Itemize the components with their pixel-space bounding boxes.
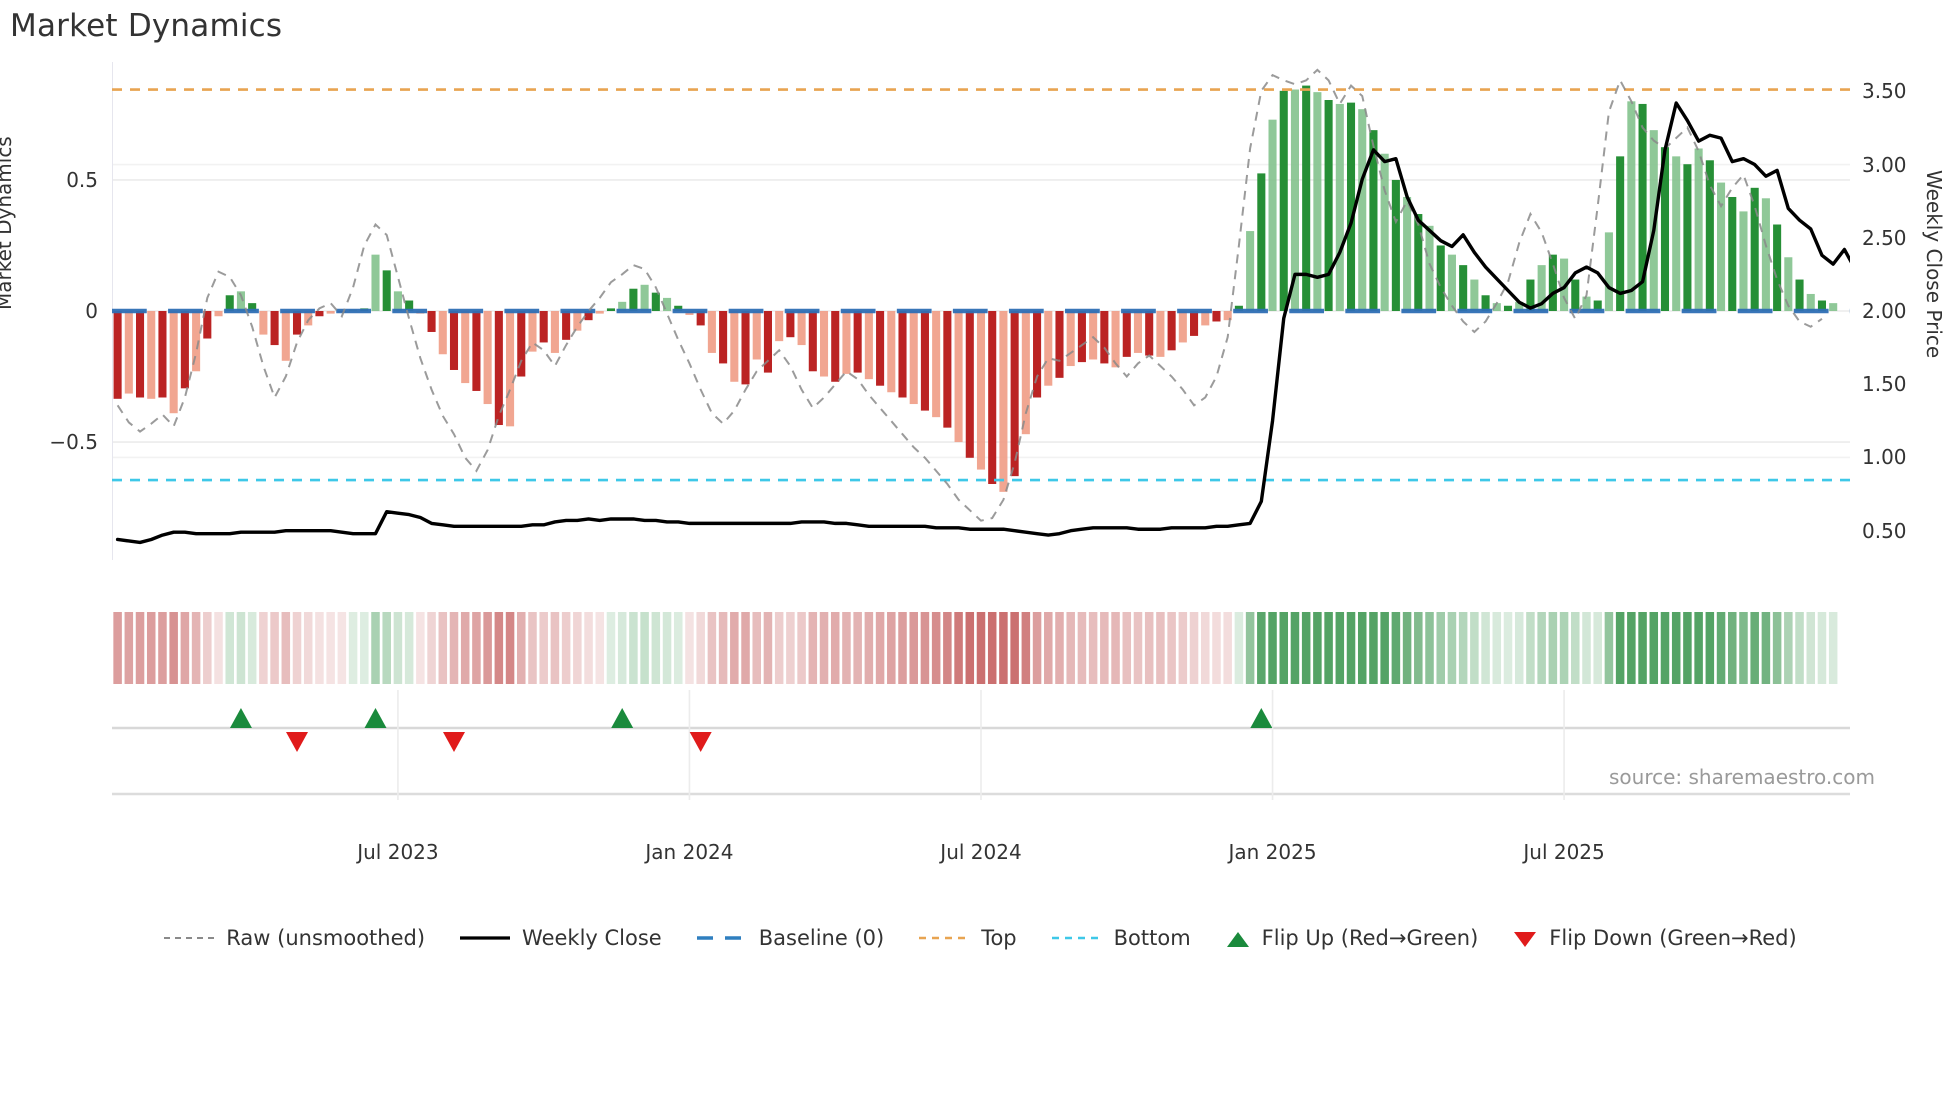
- legend-item-flip-up[interactable]: Flip Up (Red→Green): [1225, 926, 1479, 950]
- legend-label: Flip Up (Red→Green): [1261, 926, 1479, 950]
- y-axis-left-tick: 0: [85, 299, 98, 323]
- y-axis-left-tick: −0.5: [49, 430, 98, 455]
- legend-label: Bottom: [1113, 926, 1191, 950]
- chart-legend: Raw (unsmoothed) Weekly Close Baseline (…: [0, 926, 1960, 950]
- y-axis-right-tick: 2.00: [1862, 299, 1907, 323]
- legend-item-raw-unsmoothed[interactable]: Raw (unsmoothed): [163, 926, 425, 950]
- y-axis-right-tick: 1.00: [1862, 445, 1907, 470]
- legend-item-bottom[interactable]: Bottom: [1051, 926, 1191, 950]
- legend-item-flip-down[interactable]: Flip Down (Green→Red): [1512, 926, 1797, 950]
- x-axis-tick: Jul 2023: [357, 840, 439, 864]
- legend-item-weekly-close[interactable]: Weekly Close: [459, 926, 662, 950]
- source-attribution: source: sharemaestro.com: [1609, 765, 1875, 789]
- y-axis-right-tick: 3.00: [1862, 152, 1907, 177]
- flip-markers-panel: [112, 690, 1850, 800]
- x-axis-tick: Jan 2025: [1228, 840, 1317, 864]
- regime-heatmap-strip: [113, 612, 1838, 684]
- legend-label: Baseline (0): [758, 926, 885, 950]
- red-down-triangle-icon: [1512, 929, 1538, 947]
- x-axis-tick: Jul 2024: [940, 840, 1022, 864]
- y-axis-left-label: Market Dynamics: [0, 136, 16, 310]
- dashed-blue-line-icon: [696, 929, 748, 947]
- dashed-gray-line-icon: [163, 929, 215, 947]
- legend-label: Weekly Close: [522, 926, 662, 950]
- market-dynamics-chart: [112, 62, 1850, 560]
- solid-black-line-icon: [459, 929, 511, 947]
- legend-label: Raw (unsmoothed): [226, 926, 426, 950]
- y-axis-right-tick: 0.50: [1862, 518, 1907, 543]
- legend-label: Top: [981, 926, 1017, 950]
- green-up-triangle-icon: [1225, 929, 1251, 947]
- y-axis-right-label: Weekly Close Price: [1922, 170, 1946, 359]
- y-axis-left-tick: 0.5: [66, 167, 98, 192]
- legend-label: Flip Down (Green→Red): [1549, 926, 1797, 950]
- dashed-cyan-line-icon: [1051, 929, 1103, 947]
- main-plot-area: [112, 62, 1850, 560]
- legend-item-top[interactable]: Top: [918, 926, 1017, 950]
- y-axis-right-tick: 3.50: [1862, 79, 1907, 104]
- y-axis-right-tick: 1.50: [1862, 372, 1907, 397]
- x-axis-tick: Jan 2024: [645, 840, 734, 864]
- y-axis-right-tick: 2.50: [1862, 225, 1907, 250]
- x-axis-tick: Jul 2025: [1523, 840, 1605, 864]
- legend-item-baseline[interactable]: Baseline (0): [696, 926, 884, 950]
- dashed-orange-line-icon: [918, 929, 970, 947]
- page-title: Market Dynamics: [10, 8, 283, 44]
